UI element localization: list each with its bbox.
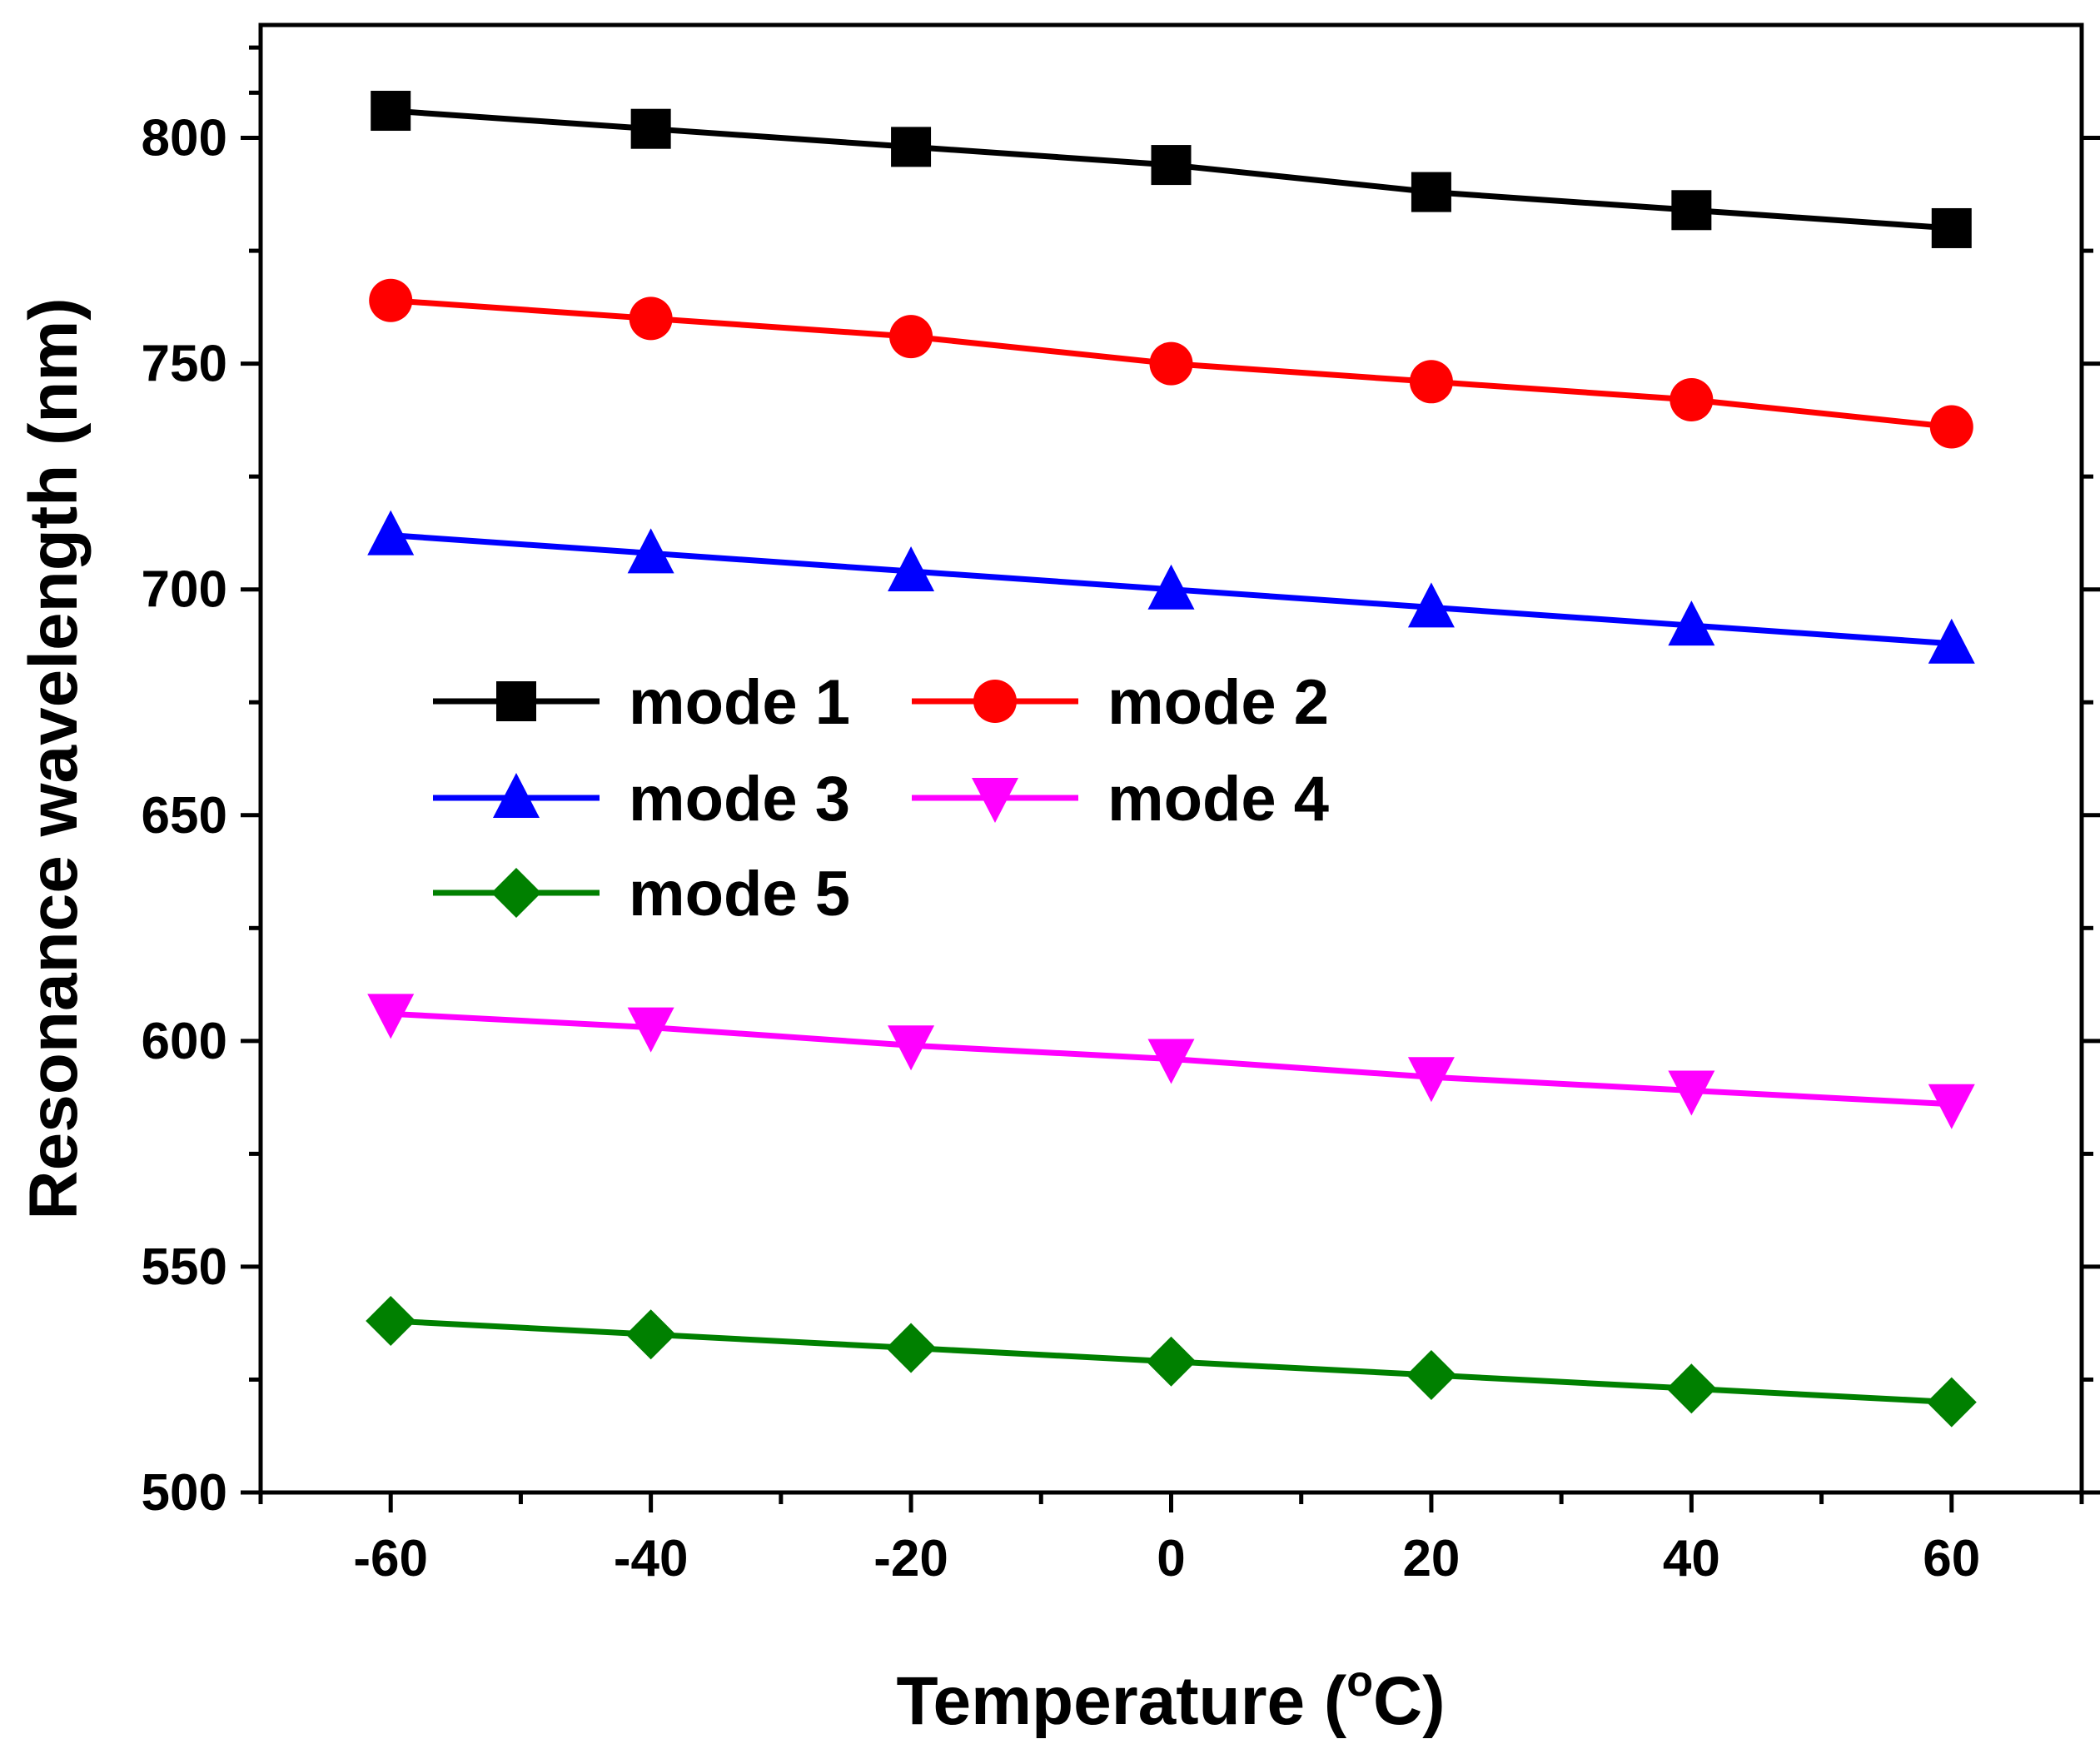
y-tick-label: 700 [142, 561, 227, 619]
data-point-mode-5 [1926, 1377, 1977, 1428]
data-point-mode-2 [629, 296, 673, 341]
y-tick-label: 550 [142, 1238, 227, 1296]
y-axis: 500 550 600 650 700 750 800 [142, 45, 2100, 1522]
data-point-mode-5 [625, 1309, 676, 1360]
data-point-mode-4 [367, 994, 415, 1039]
legend-label-mode-1: mode 1 [629, 667, 850, 738]
data-point-mode-4 [1147, 1039, 1195, 1084]
data-point-mode-5 [886, 1323, 937, 1373]
data-point-mode-1 [1671, 190, 1712, 231]
x-axis-title: Temperature (oC) [896, 1657, 1445, 1739]
data-point-mode-3 [1928, 618, 1975, 664]
x-tick-label: 0 [1157, 1530, 1185, 1587]
data-point-mode-5 [1406, 1350, 1456, 1401]
y-axis-title: Resonance wavelength (nm) [16, 297, 92, 1219]
data-point-mode-4 [1928, 1084, 1975, 1129]
data-point-mode-1 [1411, 172, 1451, 212]
data-point-mode-4 [1668, 1070, 1715, 1116]
legend-label-mode-2: mode 2 [1107, 667, 1329, 738]
x-tick-label: 20 [1402, 1530, 1460, 1587]
data-point-mode-3 [1407, 582, 1455, 628]
y-tick-label: 800 [142, 110, 227, 167]
data-point-mode-1 [891, 127, 932, 167]
legend-label-mode-5: mode 5 [629, 859, 850, 929]
legend-marker-mode-4 [972, 778, 1018, 823]
data-point-mode-1 [630, 108, 671, 149]
data-point-mode-4 [888, 1025, 935, 1071]
data-point-mode-5 [1666, 1363, 1717, 1414]
data-point-mode-2 [1670, 377, 1714, 421]
y-tick-label: 650 [142, 787, 227, 845]
plot-frame [258, 22, 2084, 1495]
degree-symbol: o [1346, 1657, 1373, 1706]
x-tick-label: -20 [873, 1530, 948, 1587]
data-point-mode-1 [1151, 145, 1192, 186]
data-point-mode-3 [1668, 600, 1715, 646]
series-markers [366, 91, 1977, 1428]
legend-marker-mode-3 [493, 773, 540, 818]
series-lines [390, 107, 1953, 1406]
data-point-mode-3 [1147, 564, 1195, 610]
x-tick-label: -40 [614, 1530, 689, 1587]
x-tick-label: 60 [1923, 1530, 1980, 1587]
data-point-mode-2 [1409, 360, 1453, 404]
data-point-mode-5 [366, 1295, 416, 1346]
data-point-mode-3 [888, 546, 935, 592]
legend-marker-mode-2 [973, 680, 1017, 723]
data-point-mode-2 [1929, 405, 1973, 449]
data-point-mode-4 [627, 1007, 674, 1053]
data-point-mode-2 [889, 315, 933, 359]
data-point-mode-1 [371, 91, 411, 132]
data-point-mode-1 [1931, 207, 1972, 248]
data-point-mode-2 [369, 278, 413, 322]
data-point-mode-4 [1407, 1057, 1455, 1103]
x-tick-label: -60 [353, 1530, 428, 1587]
x-tick-label: 40 [1663, 1530, 1720, 1587]
legend: mode 1 mode 2 mode 3 mode 4 mode 5 [433, 667, 1329, 929]
data-point-mode-3 [627, 528, 674, 574]
data-point-mode-2 [1149, 341, 1193, 386]
y-tick-label: 500 [142, 1464, 227, 1522]
data-point-mode-3 [367, 510, 415, 556]
legend-marker-mode-1 [496, 681, 536, 721]
data-point-mode-5 [1146, 1336, 1197, 1387]
legend-label-mode-4: mode 4 [1107, 764, 1329, 835]
x-axis: -60 -40 -20 0 20 40 60 [258, 1492, 2084, 1587]
legend-marker-mode-5 [491, 868, 541, 918]
y-tick-label: 600 [142, 1013, 227, 1070]
y-tick-label: 750 [142, 336, 227, 393]
legend-label-mode-3: mode 3 [629, 764, 850, 835]
